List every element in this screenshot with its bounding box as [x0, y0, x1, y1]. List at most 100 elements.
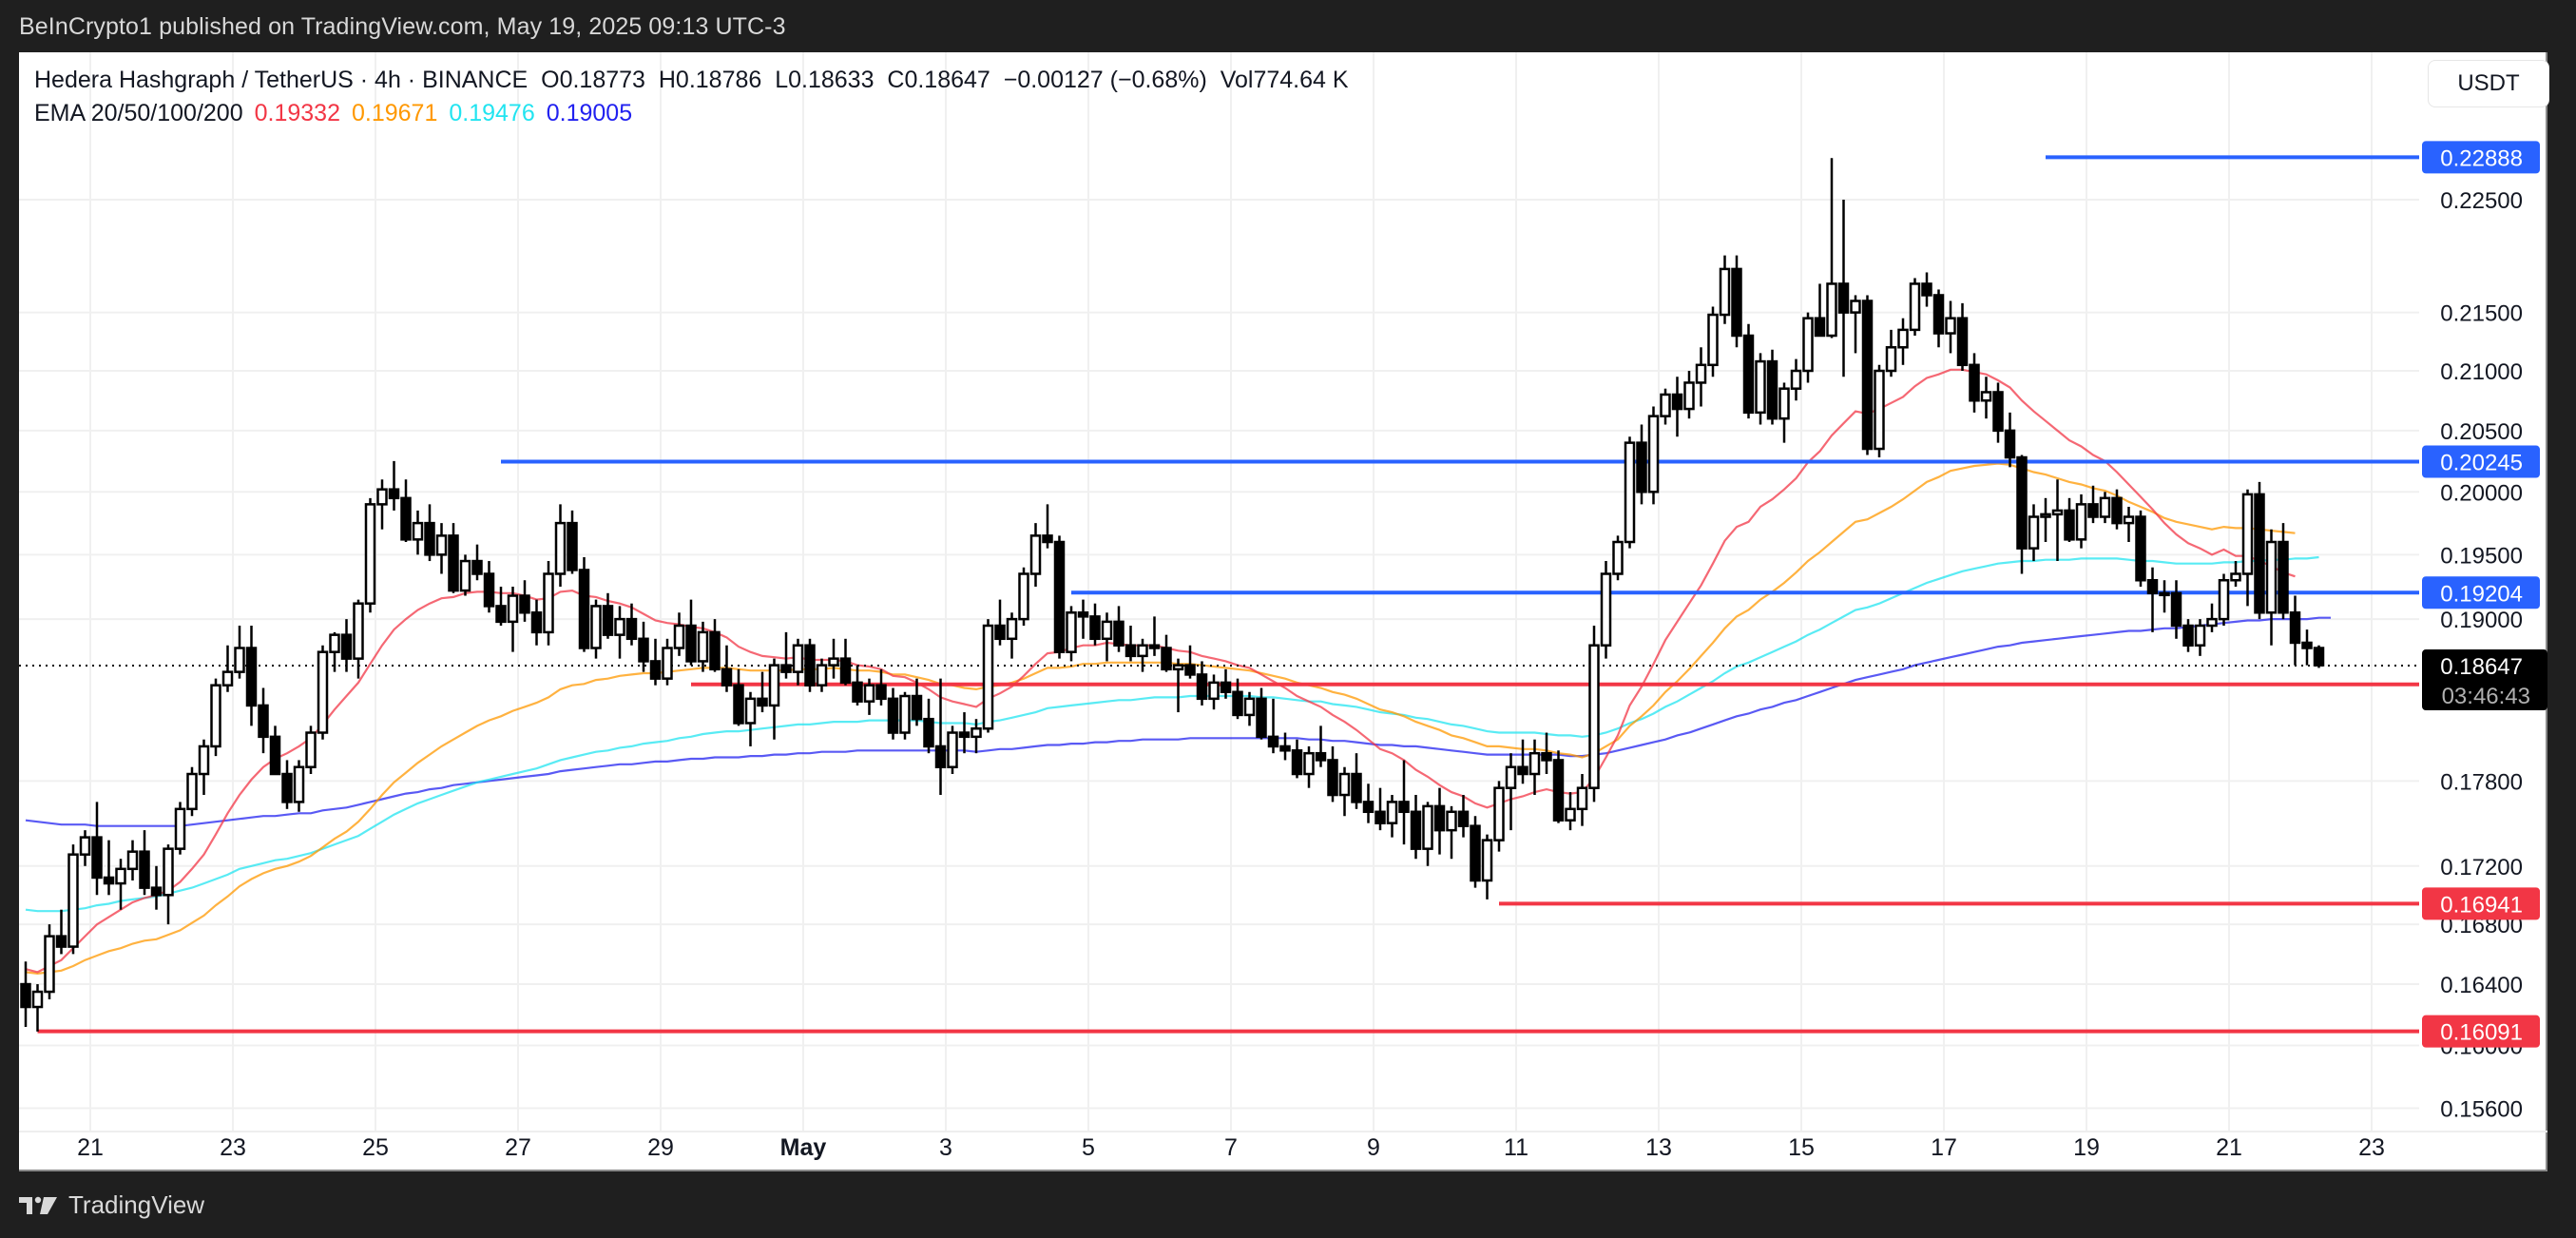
candle-up[interactable] — [1303, 751, 1315, 776]
candle-up[interactable] — [364, 503, 376, 605]
candle-up[interactable] — [1885, 346, 1897, 373]
tradingview-logo[interactable]: TradingView — [19, 1190, 204, 1220]
candle-down[interactable] — [1161, 647, 1172, 671]
candle-up[interactable] — [899, 694, 911, 734]
resistance-price-tag[interactable] — [2422, 445, 2540, 478]
candle-up[interactable] — [1137, 644, 1148, 658]
candle-down[interactable] — [1956, 317, 1969, 367]
candle-down[interactable] — [2087, 503, 2099, 518]
candle-up[interactable] — [1066, 611, 1077, 653]
candle-down[interactable] — [1125, 644, 1137, 658]
candle-up[interactable] — [1481, 839, 1493, 882]
candle-up[interactable] — [1980, 391, 1992, 402]
candle-up[interactable] — [1802, 317, 1814, 373]
candle-down[interactable] — [139, 850, 150, 889]
candle-down[interactable] — [471, 559, 483, 575]
candle-up[interactable] — [673, 624, 685, 649]
candle-down[interactable] — [2135, 515, 2146, 582]
support-price-tag[interactable] — [2422, 1015, 2540, 1048]
candle-down[interactable] — [923, 717, 934, 748]
candle-up[interactable] — [2051, 509, 2064, 516]
candle-down[interactable] — [1470, 824, 1481, 882]
candle-down[interactable] — [1042, 534, 1053, 544]
candle-down[interactable] — [1636, 441, 1647, 493]
candle-down[interactable] — [1220, 681, 1232, 694]
candle-up[interactable] — [2123, 515, 2135, 525]
candle-down[interactable] — [2146, 578, 2159, 595]
candle-down[interactable] — [448, 534, 459, 592]
candle-down[interactable] — [638, 637, 649, 663]
candle-up[interactable] — [1208, 681, 1220, 701]
candle-up[interactable] — [412, 521, 424, 541]
candle-down[interactable] — [1410, 810, 1422, 850]
candle-down[interactable] — [20, 982, 31, 1009]
candle-up[interactable] — [2218, 578, 2230, 621]
candle-up[interactable] — [543, 572, 554, 634]
candle-down[interactable] — [258, 704, 269, 739]
candle-down[interactable] — [839, 657, 852, 685]
candle-down[interactable] — [150, 886, 163, 897]
candle-down[interactable] — [875, 684, 887, 701]
candle-down[interactable] — [721, 667, 733, 687]
candle-down[interactable] — [483, 572, 495, 608]
candle-down[interactable] — [1992, 391, 2004, 433]
candle-up[interactable] — [1101, 620, 1113, 641]
candle-down[interactable] — [1375, 810, 1386, 824]
candle-down[interactable] — [1148, 644, 1161, 649]
candle-up[interactable] — [2099, 496, 2111, 518]
candle-up[interactable] — [1029, 534, 1042, 575]
candle-up[interactable] — [1909, 282, 1921, 332]
candle-up[interactable] — [376, 488, 388, 506]
candle-down[interactable] — [388, 488, 400, 500]
candle-up[interactable] — [744, 697, 757, 725]
resistance-price-tag[interactable] — [2422, 141, 2540, 174]
candle-up[interactable] — [221, 670, 234, 687]
candle-up[interactable] — [293, 765, 305, 803]
candle-up[interactable] — [163, 847, 174, 897]
candle-up[interactable] — [1874, 369, 1885, 451]
candle-down[interactable] — [685, 624, 697, 663]
candle-down[interactable] — [495, 605, 507, 624]
candle-down[interactable] — [1362, 801, 1375, 814]
candle-down[interactable] — [733, 684, 744, 725]
candle-up[interactable] — [317, 650, 329, 734]
candle-up[interactable] — [1446, 810, 1457, 832]
candle-up[interactable] — [234, 647, 245, 673]
candle-up[interactable] — [2206, 617, 2218, 628]
candle-up[interactable] — [1826, 282, 1837, 338]
last-price-tag[interactable] — [2422, 649, 2547, 711]
candle-up[interactable] — [863, 684, 875, 703]
candle-down[interactable] — [994, 624, 1006, 641]
candle-up[interactable] — [305, 731, 317, 768]
candle-down[interactable] — [519, 594, 530, 614]
candle-down[interactable] — [1861, 300, 1874, 451]
candle-up[interactable] — [1755, 359, 1766, 415]
candle-down[interactable] — [1267, 735, 1279, 748]
candle-up[interactable] — [1683, 381, 1695, 411]
candle-down[interactable] — [1457, 810, 1470, 827]
candle-down[interactable] — [340, 633, 353, 660]
candle-up[interactable] — [210, 684, 221, 748]
candle-down[interactable] — [1921, 282, 1932, 297]
candle-up[interactable] — [2194, 624, 2206, 647]
candle-up[interactable] — [1386, 801, 1398, 824]
candle-down[interactable] — [1932, 294, 1945, 335]
candle-down[interactable] — [1969, 363, 1980, 402]
candle-down[interactable] — [2301, 641, 2313, 649]
candle-down[interactable] — [1541, 751, 1552, 762]
candle-up[interactable] — [1528, 751, 1541, 776]
candle-up[interactable] — [79, 836, 91, 856]
candle-down[interactable] — [1766, 359, 1778, 420]
candle-up[interactable] — [1719, 267, 1731, 317]
candle-up[interactable] — [44, 935, 55, 994]
candle-down[interactable] — [2016, 455, 2028, 550]
candle-down[interactable] — [1433, 804, 1446, 832]
candle-down[interactable] — [2004, 429, 2016, 459]
candle-up[interactable] — [1612, 540, 1624, 575]
candle-down[interactable] — [1315, 751, 1327, 762]
candle-up[interactable] — [1588, 644, 1600, 789]
candle-up[interactable] — [67, 853, 79, 948]
candle-down[interactable] — [1256, 697, 1267, 739]
candle-up[interactable] — [1695, 363, 1707, 384]
